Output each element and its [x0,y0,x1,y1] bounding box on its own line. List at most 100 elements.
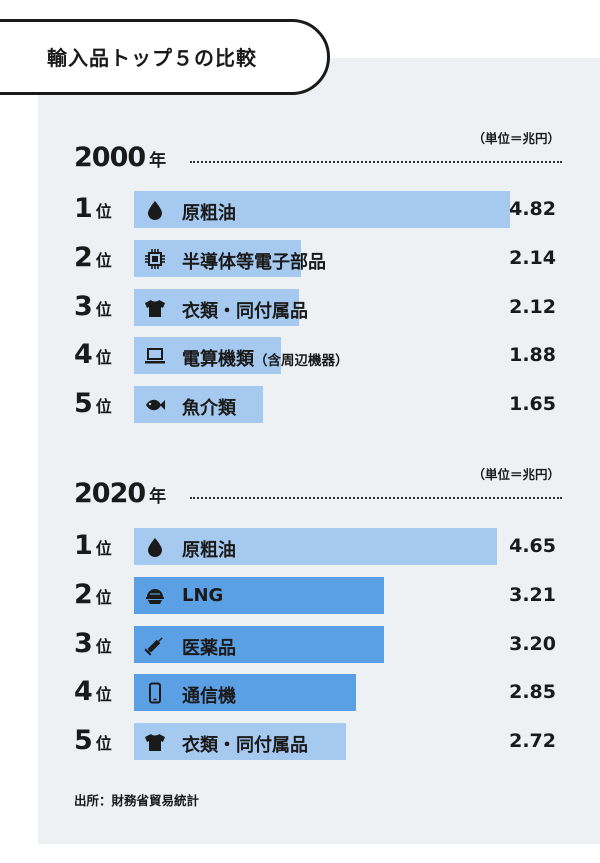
category-label: 原粗油 [182,199,236,225]
value-label: 1.65 [509,393,556,416]
bar-row: 2 位 LNG 3.21 [0,576,600,617]
rank-number: 4 [74,676,93,708]
bar-row: 3 位 医薬品 3.20 [0,625,600,666]
rank-suffix: 位 [95,636,112,656]
value-label: 1.88 [509,344,556,367]
bar-row: 5 位 魚介類 1.65 [0,386,600,426]
category-label: 原粗油 [182,536,236,562]
category-note: （含周辺機器） [254,353,349,370]
dotted-divider [190,161,562,163]
rank-suffix: 位 [95,685,112,705]
chip-icon [144,248,166,270]
rank-suffix: 位 [95,397,112,417]
rank-number: 2 [74,578,93,610]
bar-row: 2 位 半導体等電子部品 2.14 [0,239,600,280]
chart-title: 輸入品トップ５の比較 [47,46,257,70]
oil-drop-icon [144,199,166,221]
syringe-icon [144,634,166,656]
bar [134,625,384,663]
category-label: 医薬品 [182,634,236,660]
year-suffix: 年 [149,487,167,507]
category-name: 衣類・同付属品 [182,300,308,322]
bar [134,288,299,326]
rank-number: 5 [74,725,93,757]
year-suffix: 年 [149,151,167,171]
unit-label: （単位＝兆円） [472,131,560,146]
category-label: 衣類・同付属品 [182,297,308,323]
value-label: 2.85 [509,681,556,704]
category-name: LNG [182,584,224,606]
rank-number: 3 [74,627,93,659]
category-name: 原粗油 [182,203,236,224]
chart-panel [38,58,600,844]
title-tab: 輸入品トップ５の比較 [0,19,330,95]
year-number: 2000 [74,142,146,173]
category-label: 衣類・同付属品 [182,731,308,757]
rank-suffix: 位 [95,250,112,270]
category-name: 原粗油 [182,540,236,561]
shirt-icon [144,731,166,753]
rank-suffix: 位 [95,539,112,558]
year-heading: 2020 年 [74,478,166,509]
category-label: LNG [182,585,223,606]
rank-suffix: 位 [95,587,112,607]
bar-row: 4 位 通信機 2.85 [0,674,600,714]
bar-row: 5 位 衣類・同付属品 2.72 [0,723,600,763]
category-name: 衣類・同付属品 [182,735,308,757]
lng-tank-icon [144,585,166,607]
rank-number: 5 [74,388,93,420]
source-note: 出所：財務省貿易統計 [74,793,200,808]
unit-label: （単位＝兆円） [472,467,560,482]
rank-number: 1 [74,530,93,561]
bar-row: 3 位 衣類・同付属品 2.12 [0,288,600,329]
bar [134,191,510,228]
rank-number: 2 [74,241,93,273]
bar [134,576,384,614]
laptop-icon [144,345,166,367]
oil-drop-icon [144,536,166,558]
year-number: 2020 [74,478,146,509]
rank-suffix: 位 [95,734,112,754]
category-label: 半導体等電子部品 [182,248,326,274]
value-label: 4.82 [509,198,556,220]
bar [134,337,281,375]
category-label: 魚介類 [182,394,236,420]
bar-row: 1 位 原粗油 4.82 [0,191,600,231]
smartphone-icon [144,682,166,704]
value-label: 3.20 [509,632,556,655]
category-name: 半導体等電子部品 [182,251,326,273]
rank-number: 4 [74,339,93,371]
value-label: 2.14 [509,246,556,269]
bar [134,723,346,761]
rank-number: 1 [74,193,93,224]
rank-suffix: 位 [95,202,112,221]
value-label: 2.12 [509,295,556,318]
value-label: 2.72 [509,730,556,753]
category-label: 通信機 [182,682,236,708]
year-heading: 2000 年 [74,142,166,173]
fish-icon [144,394,166,416]
category-label: 電算機類（含周辺機器） [182,345,349,371]
category-name: 通信機 [182,686,236,708]
category-name: 電算機類 [182,349,254,371]
bar-row: 4 位 電算機類（含周辺機器） 1.88 [0,337,600,377]
category-name: 魚介類 [182,398,236,420]
bar-row: 1 位 原粗油 4.65 [0,528,600,568]
dotted-divider [190,497,562,499]
category-name: 医薬品 [182,637,236,659]
bar [134,674,356,712]
value-label: 3.21 [509,583,556,606]
bar [134,528,497,565]
shirt-icon [144,297,166,319]
value-label: 4.65 [509,535,556,557]
